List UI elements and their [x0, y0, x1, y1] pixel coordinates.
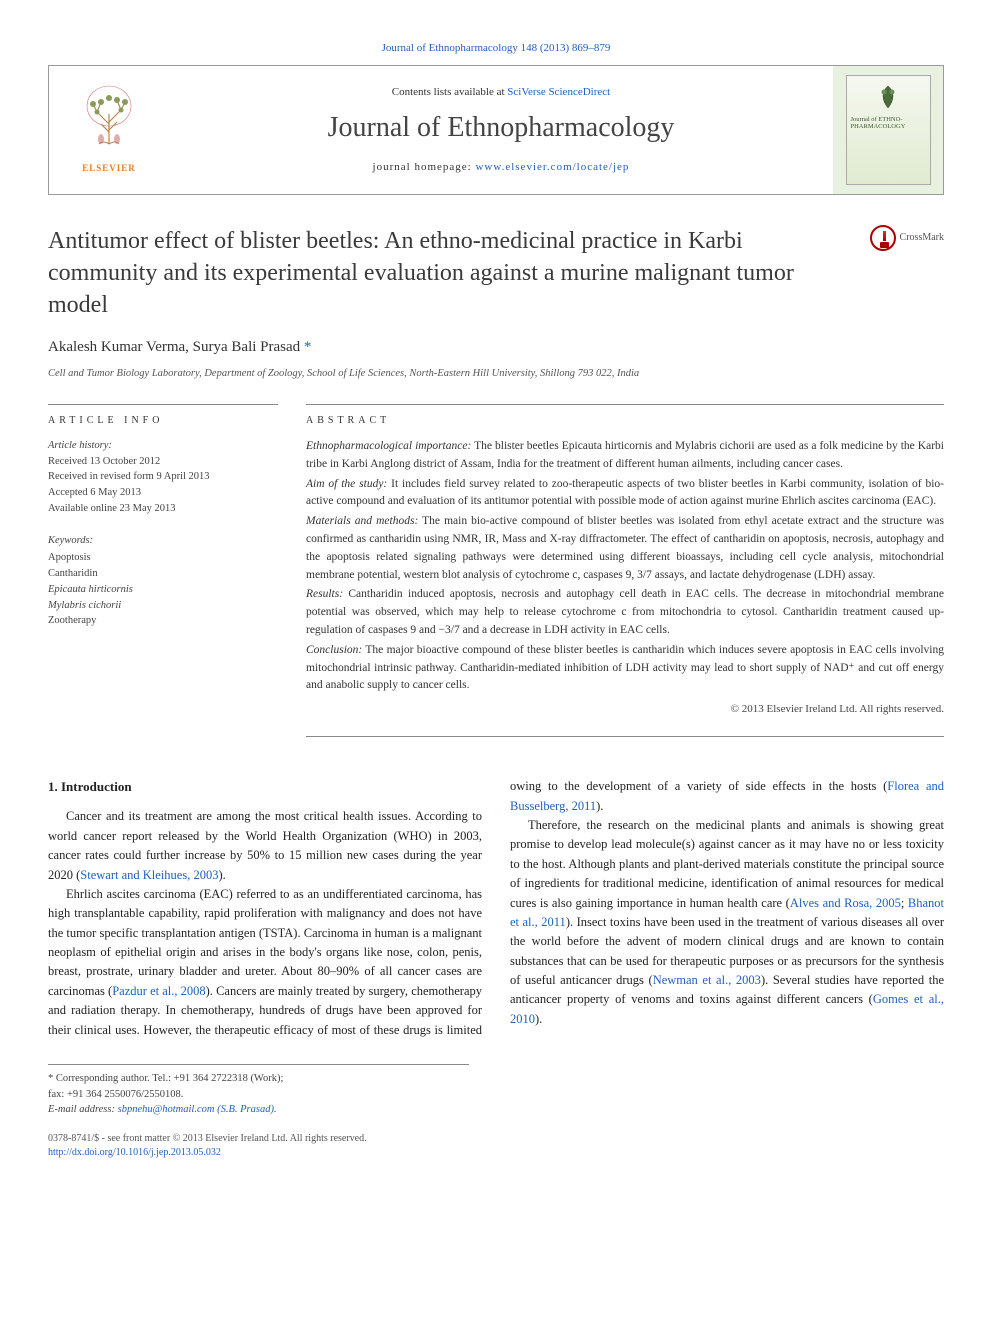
text: ; — [901, 896, 908, 910]
accepted-date: Accepted 6 May 2013 — [48, 485, 278, 501]
sciencedirect-link[interactable]: SciVerse ScienceDirect — [507, 86, 610, 98]
keyword: Mylabris cichorii — [48, 598, 278, 614]
citation-link[interactable]: Stewart and Kleihues, 2003 — [80, 868, 218, 882]
abstract-column: ABSTRACT Ethnopharmacological importance… — [306, 404, 944, 737]
author-names: Akalesh Kumar Verma, Surya Bali Prasad — [48, 339, 300, 355]
body-columns: 1. Introduction Cancer and its treatment… — [48, 777, 944, 1040]
keyword: Apoptosis — [48, 550, 278, 566]
online-date: Available online 23 May 2013 — [48, 501, 278, 517]
homepage-prefix: journal homepage: — [373, 161, 476, 173]
mat-label: Materials and methods: — [306, 515, 418, 527]
crossmark-icon — [870, 225, 896, 251]
text: ). — [535, 1012, 542, 1026]
ethno-label: Ethnopharmacological importance: — [306, 440, 471, 452]
citation-link[interactable]: Pazdur et al., 2008 — [112, 984, 205, 998]
text: Ehrlich ascites carcinoma (EAC) referred… — [48, 887, 482, 998]
contents-prefix: Contents lists available at — [392, 86, 507, 98]
keywords-block: Keywords: Apoptosis Cantharidin Epicauta… — [48, 533, 278, 630]
keyword: Epicauta hirticornis — [48, 582, 278, 598]
body-para: Therefore, the research on the medicinal… — [510, 816, 944, 1029]
footer-line1: 0378-8741/$ - see front matter © 2013 El… — [48, 1132, 944, 1146]
publisher-name: ELSEVIER — [79, 162, 139, 176]
corresponding-star: * — [300, 339, 311, 355]
history-label: Article history: — [48, 438, 278, 454]
con-label: Conclusion: — [306, 644, 362, 656]
text: ). — [596, 799, 603, 813]
intro-header: 1. Introduction — [48, 777, 482, 797]
journal-name: Journal of Ethnopharmacology — [189, 107, 813, 149]
keyword: Zootherapy — [48, 613, 278, 629]
revised-date: Received in revised form 9 April 2013 — [48, 469, 278, 485]
crossmark-badge[interactable]: CrossMark — [870, 225, 944, 251]
res-label: Results: — [306, 588, 343, 600]
homepage-link[interactable]: www.elsevier.com/locate/jep — [475, 161, 629, 173]
email-link[interactable]: sbpnehu@hotmail.com (S.B. Prasad). — [118, 1104, 277, 1115]
abstract-header: ABSTRACT — [306, 404, 944, 428]
abstract-divider — [306, 736, 944, 737]
abstract-text: Ethnopharmacological importance: The bli… — [306, 438, 944, 718]
info-abstract-row: ARTICLE INFO Article history: Received 1… — [48, 404, 944, 737]
homepage-line: journal homepage: www.elsevier.com/locat… — [189, 159, 813, 176]
corr-label: * Corresponding author. Tel.: +91 364 27… — [48, 1071, 469, 1087]
res-text: Cantharidin induced apoptosis, necrosis … — [306, 588, 944, 636]
aim-text: It includes field survey related to zoo-… — [306, 478, 944, 508]
article-info-header: ARTICLE INFO — [48, 404, 278, 428]
elsevier-logo: ELSEVIER — [79, 84, 139, 176]
citation-link[interactable]: Alves and Rosa, 2005 — [790, 896, 901, 910]
elsevier-tree-icon — [79, 84, 139, 154]
journal-citation-link[interactable]: Journal of Ethnopharmacology 148 (2013) … — [382, 42, 611, 54]
article-info-column: ARTICLE INFO Article history: Received 1… — [48, 404, 278, 737]
text: ). — [218, 868, 225, 882]
journal-citation: Journal of Ethnopharmacology 148 (2013) … — [48, 40, 944, 57]
received-date: Received 13 October 2012 — [48, 454, 278, 470]
journal-header: ELSEVIER Contents lists available at Sci… — [48, 65, 944, 195]
keyword: Cantharidin — [48, 566, 278, 582]
con-text: The major bioactive compound of these bl… — [306, 644, 944, 692]
citation-link[interactable]: Newman et al., 2003 — [653, 973, 761, 987]
publisher-logo-box: ELSEVIER — [49, 66, 169, 194]
aim-label: Aim of the study: — [306, 478, 387, 490]
article-title: Antitumor effect of blister beetles: An … — [48, 225, 870, 322]
abstract-copyright: © 2013 Elsevier Ireland Ltd. All rights … — [306, 701, 944, 718]
corr-email-line: E-mail address: sbpnehu@hotmail.com (S.B… — [48, 1102, 469, 1118]
affiliation: Cell and Tumor Biology Laboratory, Depar… — [48, 366, 944, 382]
journal-cover-icon — [873, 82, 903, 112]
page-footer: 0378-8741/$ - see front matter © 2013 El… — [48, 1132, 944, 1160]
corr-fax: fax: +91 364 2550076/2550108. — [48, 1087, 469, 1103]
authors: Akalesh Kumar Verma, Surya Bali Prasad * — [48, 336, 944, 359]
header-center: Contents lists available at SciVerse Sci… — [169, 66, 833, 194]
keywords-label: Keywords: — [48, 533, 278, 549]
journal-cover-thumbnail: Journal of ETHNO-PHARMACOLOGY — [846, 75, 931, 185]
crossmark-label: CrossMark — [900, 230, 944, 245]
corresponding-footnote: * Corresponding author. Tel.: +91 364 27… — [48, 1064, 469, 1118]
title-row: Antitumor effect of blister beetles: An … — [48, 225, 944, 322]
article-history: Article history: Received 13 October 201… — [48, 438, 278, 517]
body-para: Cancer and its treatment are among the m… — [48, 807, 482, 885]
contents-line: Contents lists available at SciVerse Sci… — [189, 84, 813, 101]
cover-text: Journal of ETHNO-PHARMACOLOGY — [851, 116, 926, 132]
journal-cover-box: Journal of ETHNO-PHARMACOLOGY — [833, 66, 943, 194]
email-label: E-mail address: — [48, 1104, 118, 1115]
footer-doi[interactable]: http://dx.doi.org/10.1016/j.jep.2013.05.… — [48, 1146, 944, 1160]
